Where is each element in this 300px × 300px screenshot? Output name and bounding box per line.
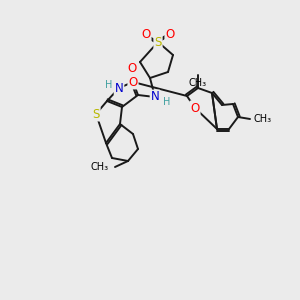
Text: O: O [128, 76, 138, 88]
Text: O: O [165, 28, 175, 41]
Text: H: H [163, 97, 170, 107]
Text: N: N [115, 82, 123, 94]
Text: CH₃: CH₃ [91, 162, 109, 172]
Text: S: S [92, 107, 100, 121]
Text: CH₃: CH₃ [189, 78, 207, 88]
Text: O: O [128, 61, 136, 74]
Text: O: O [190, 101, 200, 115]
Text: N: N [151, 91, 159, 103]
Text: S: S [154, 35, 162, 49]
Text: CH₃: CH₃ [253, 114, 271, 124]
Text: H: H [105, 80, 112, 90]
Text: O: O [141, 28, 151, 41]
